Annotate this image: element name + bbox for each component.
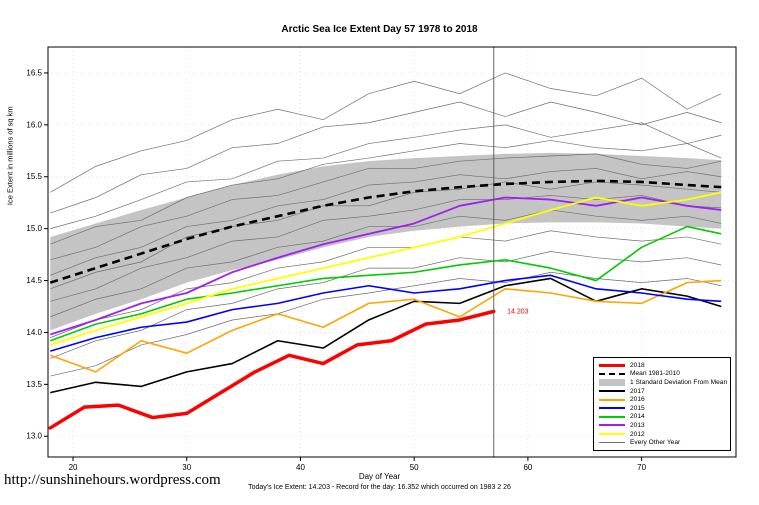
legend-label: 2015 (630, 404, 645, 412)
other-year-line (50, 195, 722, 302)
legend-label: 2012 (630, 430, 645, 438)
other-year-line (50, 209, 722, 318)
chart-title: Arctic Sea Ice Extent Day 57 1978 to 201… (281, 24, 478, 35)
legend-box: 2018 Mean 1981-2010 1 Standard Deviation F… (593, 357, 731, 451)
series-2018-line (48, 309, 496, 430)
x-tick-label: 20 (69, 463, 78, 472)
legend-swatch-box (599, 378, 625, 386)
current-extent-label: 14.203 (507, 309, 529, 316)
series-2014-line (50, 225, 722, 342)
legend-item: 2013 (599, 421, 725, 430)
legend-item: 2012 (599, 430, 725, 439)
series-2015-line (50, 274, 722, 352)
other-year-line (50, 181, 722, 290)
series-2017-line (50, 277, 722, 394)
legend-swatch-line (599, 433, 625, 436)
y-tick-label: 14.5 (26, 276, 42, 285)
legend-swatch-line (599, 390, 625, 393)
x-tick-label: 30 (182, 463, 191, 472)
legend-swatch-line-thin (599, 442, 625, 444)
legend-swatch-line (599, 407, 625, 410)
legend-swatch-line (599, 424, 625, 427)
legend-item: Every Other Year (599, 438, 725, 447)
legend-item: 2016 (599, 395, 725, 404)
y-tick-label: 15.5 (26, 172, 42, 181)
y-tick-label: 13.5 (26, 380, 42, 389)
legend-item: 2018 (599, 361, 725, 370)
y-tick-label: 15.0 (26, 224, 42, 233)
legend-label: 2014 (630, 413, 645, 421)
legend-swatch-line-dashed (599, 372, 625, 375)
legend-label: 2017 (630, 387, 645, 395)
other-year-line (50, 140, 722, 245)
x-tick-label: 40 (296, 463, 305, 472)
legend-item: 1 Standard Deviation From Mean (599, 378, 728, 387)
legend-swatch-line (599, 415, 625, 418)
legend-label: 1 Standard Deviation From Mean (630, 378, 728, 386)
footer-note: Today's Ice Extent: 14.203 - Record for … (248, 484, 511, 491)
x-tick-label: 50 (410, 463, 419, 472)
legend-swatch-line-thick (599, 363, 625, 367)
other-year-line (50, 122, 722, 229)
other-year-line (50, 168, 722, 276)
other-year-line (50, 251, 722, 359)
legend-label: 2013 (630, 421, 645, 429)
source-url-text[interactable]: http://sunshinehours.wordpress.com (4, 472, 221, 488)
x-tick-label: 70 (637, 463, 646, 472)
x-axis-label: Day of Year (358, 472, 401, 481)
y-tick-label: 16.5 (26, 68, 42, 77)
other-year-line (50, 153, 722, 261)
plot-border (47, 46, 737, 458)
y-tick-label: 16.0 (26, 120, 42, 129)
legend-label: Mean 1981-2010 (630, 370, 680, 378)
y-tick-label: 13.0 (26, 432, 42, 441)
other-year-line (50, 230, 722, 338)
legend-swatch-line (599, 398, 625, 401)
y-tick-label: 14.0 (26, 328, 42, 337)
other-year-line (50, 101, 722, 214)
mean-line (49, 179, 722, 284)
legend-label: 2018 (630, 361, 645, 369)
legend-item: 2017 (599, 387, 725, 396)
legend-item: Mean 1981-2010 (599, 370, 725, 379)
x-tick-label: 60 (523, 463, 532, 472)
other-year-line (50, 72, 722, 193)
legend-item: 2015 (599, 404, 725, 413)
std-dev-band (50, 152, 722, 331)
legend-label: 2016 (630, 396, 645, 404)
legend-label: Every Other Year (630, 439, 681, 447)
series-2012-line (50, 191, 722, 346)
series-2016-line (50, 279, 722, 373)
legend-item: 2014 (599, 413, 725, 422)
